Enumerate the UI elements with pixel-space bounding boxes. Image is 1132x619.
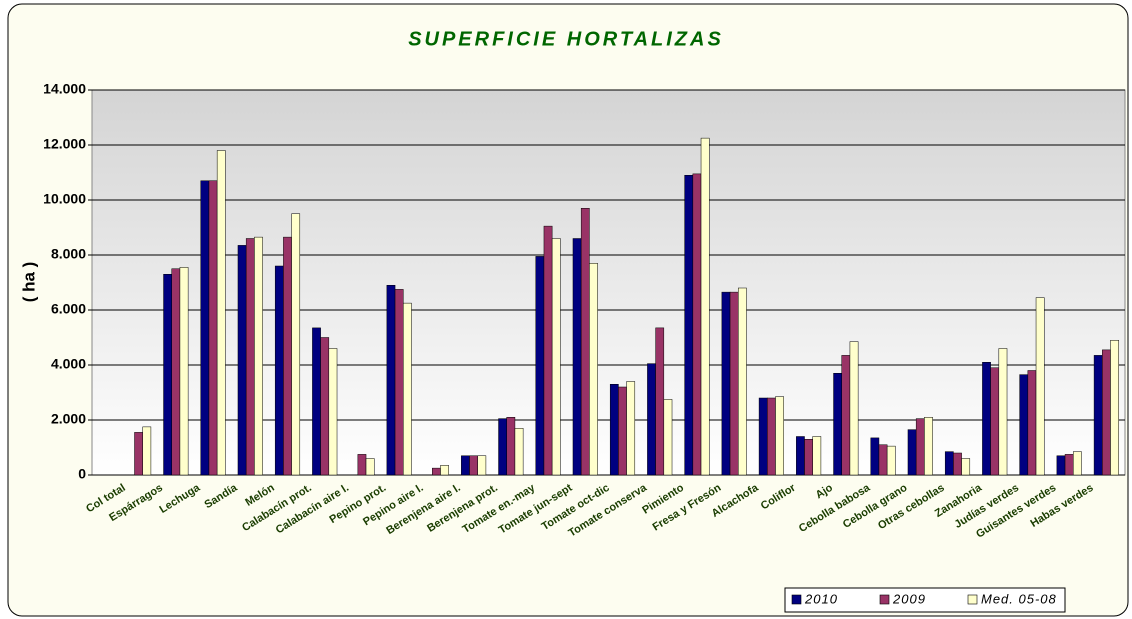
bar: [1102, 349, 1111, 476]
bar: [208, 180, 218, 476]
bar: [506, 417, 516, 476]
bar: [721, 291, 731, 476]
bar: [134, 432, 143, 476]
bar: [738, 287, 747, 476]
bar: [626, 381, 636, 476]
bar: [432, 467, 441, 476]
bar: [767, 397, 776, 476]
bar: [328, 348, 338, 476]
bar: [907, 429, 917, 476]
bar: [163, 274, 172, 476]
y-tick-label: 2.000: [51, 411, 86, 427]
bar: [775, 396, 784, 476]
bar: [692, 173, 702, 476]
legend-swatch: [879, 594, 890, 605]
bar: [729, 291, 739, 476]
bar: [572, 238, 582, 476]
bar: [283, 236, 292, 476]
y-tick-label: 8.000: [51, 246, 86, 262]
bar: [386, 285, 396, 476]
plot-area: [91, 89, 1126, 476]
bar: [990, 367, 1000, 476]
bar: [870, 437, 880, 476]
chart-title: SUPERFICIE HORTALIZAS: [408, 28, 724, 50]
bar: [663, 399, 673, 476]
legend-label: 2010: [804, 591, 838, 606]
bar: [365, 458, 375, 476]
y-tick-label: 0: [78, 466, 86, 482]
bar: [142, 426, 152, 476]
bar: [274, 265, 284, 476]
bar: [609, 384, 619, 476]
bar: [1035, 297, 1045, 476]
legend: [784, 587, 1066, 613]
bar: [200, 180, 210, 476]
y-tick-label: 6.000: [51, 301, 86, 317]
bar: [758, 397, 768, 476]
legend-label: Med. 05-08: [981, 591, 1057, 606]
bar: [841, 355, 851, 476]
bar: [998, 348, 1008, 476]
bar: [1056, 455, 1066, 476]
y-tick-label: 4.000: [51, 356, 86, 372]
y-axis-label: ( ha ): [19, 262, 38, 303]
bar: [1093, 355, 1103, 476]
bar: [245, 238, 255, 476]
bar: [618, 386, 627, 476]
bar: [849, 341, 859, 476]
bar: [461, 455, 470, 476]
y-tick-label: 12.000: [43, 136, 86, 152]
bar: [440, 465, 449, 476]
bar: [961, 458, 971, 476]
bar: [953, 452, 962, 476]
bar: [237, 245, 247, 476]
bar: [1110, 340, 1119, 476]
bar: [878, 444, 888, 476]
legend-swatch: [791, 594, 802, 605]
bar: [684, 175, 694, 476]
bar: [796, 436, 805, 476]
bar: [179, 267, 189, 476]
bar: [320, 337, 330, 476]
bar: [394, 289, 404, 476]
bar: [403, 302, 412, 476]
bar: [924, 417, 933, 476]
bar: [254, 236, 263, 476]
bar: [886, 445, 896, 476]
bar: [700, 137, 710, 476]
bar: [1027, 370, 1037, 476]
bar: [812, 436, 822, 476]
bar: [944, 451, 954, 476]
bar: [171, 268, 181, 476]
bar: [535, 256, 545, 476]
bar: [833, 373, 842, 476]
bar: [580, 208, 590, 476]
bar: [291, 213, 301, 476]
bar: [915, 418, 925, 476]
y-tick-label: 10.000: [43, 191, 86, 207]
bar: [357, 454, 367, 476]
bar: [589, 263, 598, 476]
bar: [982, 362, 991, 476]
bar: [216, 150, 226, 476]
bar: [804, 439, 813, 476]
bar: [469, 455, 478, 476]
bar: [647, 363, 656, 476]
y-tick-label: 14.000: [43, 81, 86, 97]
bar: [543, 225, 553, 476]
bar: [477, 455, 487, 476]
bar: [498, 418, 507, 476]
bar: [1073, 451, 1082, 476]
bar: [514, 428, 524, 476]
legend-label: 2009: [892, 591, 926, 606]
bar: [1064, 454, 1074, 476]
legend-swatch: [967, 594, 978, 605]
bar: [551, 238, 561, 476]
bar: [312, 327, 321, 476]
bar: [1019, 374, 1029, 476]
bar: [655, 327, 665, 476]
